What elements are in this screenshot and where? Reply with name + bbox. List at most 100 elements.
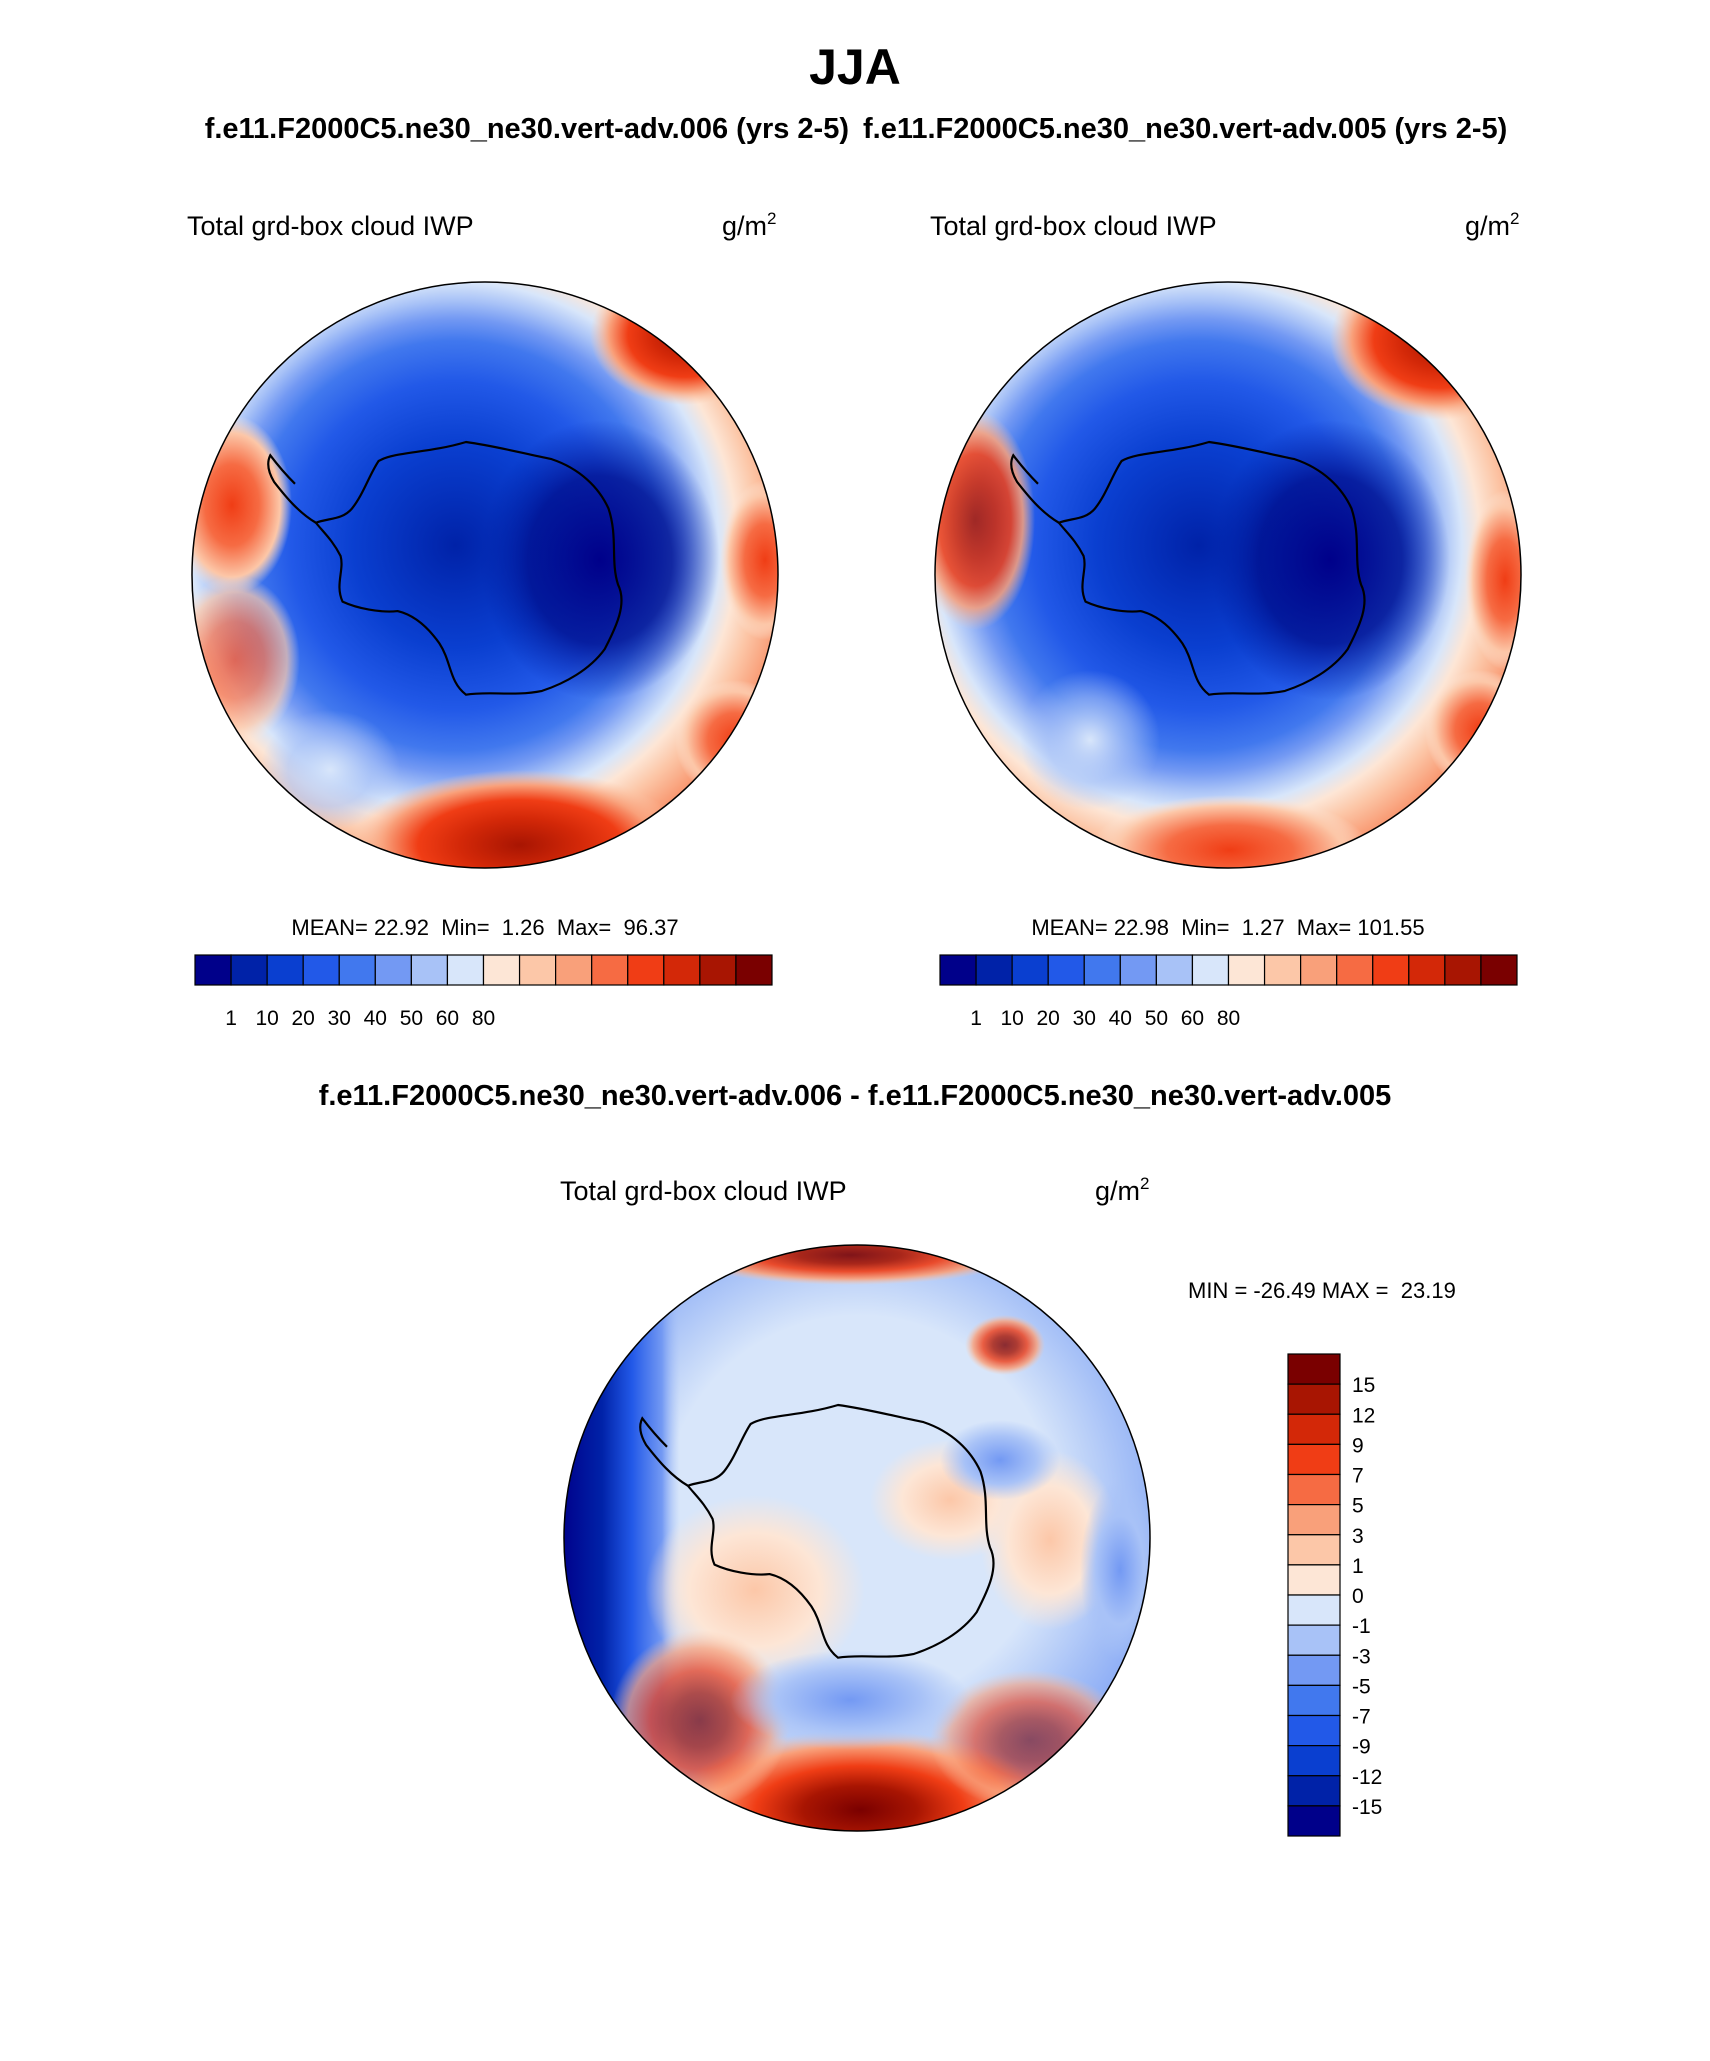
colorbar-swatch	[1047, 954, 1085, 986]
colorbar-swatch	[1287, 1654, 1341, 1686]
polar-map-case-006	[192, 282, 778, 868]
colorbar-swatch	[482, 954, 521, 986]
colorbar-swatch	[1191, 954, 1230, 986]
panel-case-006: Total grd-box cloud IWP g/m2 MEAN= 22.92…	[187, 209, 779, 1030]
colorbar-swatch	[1300, 954, 1338, 986]
colorbar-tick-label: -7	[1352, 1706, 1371, 1729]
colorbar-tick-label: 15	[1352, 1374, 1375, 1397]
map-border	[934, 281, 1522, 869]
colorbar-swatch	[1263, 954, 1302, 986]
colorbar-tick-label: 0	[1352, 1585, 1364, 1608]
colorbar-tick-label: -15	[1352, 1796, 1382, 1819]
map-border	[563, 1244, 1151, 1832]
colorbar-tick-label: 30	[328, 1007, 351, 1030]
colorbar-swatch	[627, 954, 665, 986]
panel-difference: Total grd-box cloud IWP g/m2 MIN = -26.4…	[560, 1174, 1456, 1837]
colorbar-swatch	[1287, 1383, 1341, 1415]
colorbar-swatch	[1287, 1534, 1341, 1566]
colorbar-tick-label: 20	[1037, 1007, 1060, 1030]
colorbar-swatch	[1287, 1624, 1341, 1656]
colorbar-swatch	[1287, 1594, 1341, 1626]
colorbar-swatch	[302, 954, 340, 986]
figure-title: JJA	[809, 39, 901, 95]
colorbar-tick-label: -12	[1352, 1766, 1382, 1789]
colorbar-swatch	[194, 954, 232, 986]
colorbar-tick-label: 1	[1352, 1555, 1364, 1578]
colorbar-swatch	[1287, 1775, 1341, 1807]
colorbar-tick-label: 20	[292, 1007, 315, 1030]
colorbar-swatch	[1287, 1413, 1341, 1445]
colorbar-swatch	[266, 954, 304, 986]
colorbar-swatch	[663, 954, 701, 986]
colorbar-tick-label: 80	[472, 1007, 495, 1030]
colorbar-tick-label: 60	[1181, 1007, 1204, 1030]
colorbar-tick-label: -9	[1352, 1736, 1371, 1759]
variable-label: Total grd-box cloud IWP	[187, 211, 474, 241]
colorbar-tick-label: 5	[1352, 1495, 1364, 1518]
colorbar-swatch	[1155, 954, 1194, 986]
colorbar-swatch	[1372, 954, 1410, 986]
colorbar-swatch	[1480, 954, 1518, 986]
polar-map-difference	[564, 1245, 1150, 1831]
colorbar-swatch	[1287, 1443, 1341, 1476]
colorbar-swatch	[1083, 954, 1121, 986]
colorbar-tick-label: 40	[364, 1007, 387, 1030]
colorbar-tick-label: 1	[970, 1007, 982, 1030]
colorbar-swatch	[338, 954, 376, 986]
colorbar-swatch	[410, 954, 449, 986]
units-label: g/m2	[1465, 209, 1519, 241]
colorbar-swatch	[1336, 954, 1374, 986]
colorbar-swatch	[1444, 954, 1482, 986]
colorbar-swatch	[230, 954, 268, 986]
colorbar-tick-label: 10	[1000, 1007, 1023, 1030]
stats-case-005: MEAN= 22.98 Min= 1.27 Max= 101.55	[1031, 915, 1424, 940]
variable-label: Total grd-box cloud IWP	[560, 1176, 847, 1206]
subtitle-case-006: f.e11.F2000C5.ne30_ne30.vert-adv.006 (yr…	[205, 113, 849, 145]
colorbar-swatch	[735, 954, 773, 986]
colorbar-swatch	[374, 954, 412, 986]
colorbar-tick-label: 30	[1073, 1007, 1096, 1030]
colorbar-swatch	[1287, 1473, 1341, 1506]
colorbar-tick-label: 9	[1352, 1434, 1364, 1457]
polar-map-case-005	[935, 282, 1521, 868]
units-label: g/m2	[722, 209, 776, 241]
colorbar-tick-label: -1	[1352, 1615, 1371, 1638]
variable-label: Total grd-box cloud IWP	[930, 211, 1217, 241]
stats-case-006: MEAN= 22.92 Min= 1.26 Max= 96.37	[291, 915, 678, 940]
colorbar-tick-label: 50	[400, 1007, 423, 1030]
colorbar-tick-label: 1	[225, 1007, 237, 1030]
colorbar-swatch	[1287, 1564, 1341, 1596]
colorbar-case-005: 1 10 20 30 40 50 60 80	[939, 954, 1518, 1030]
colorbar-swatch	[1287, 1805, 1341, 1837]
colorbar-tick-label: 7	[1352, 1465, 1364, 1488]
colorbar-tick-label: 50	[1145, 1007, 1168, 1030]
colorbar-swatch	[975, 954, 1013, 986]
colorbar-tick-label: 80	[1217, 1007, 1240, 1030]
stats-difference: MIN = -26.49 MAX = 23.19	[1188, 1278, 1456, 1303]
panel-case-005: Total grd-box cloud IWP g/m2 MEAN= 22.98…	[930, 209, 1522, 1030]
colorbar-swatch	[1408, 954, 1446, 986]
colorbar-tick-label: -5	[1352, 1675, 1371, 1698]
colorbar-swatch	[518, 954, 557, 986]
colorbar-tick-label: 60	[436, 1007, 459, 1030]
colorbar-swatch	[699, 954, 737, 986]
colorbar-difference: 15 12 9 7 5 3 1 0 -1 -3 -5 -7 -9 -12 -15	[1287, 1353, 1382, 1837]
colorbar-swatch	[1011, 954, 1049, 986]
subtitle-case-005: f.e11.F2000C5.ne30_ne30.vert-adv.005 (yr…	[863, 113, 1507, 145]
map-border	[191, 281, 779, 869]
colorbar-swatch	[591, 954, 629, 986]
colorbar-swatch	[1287, 1714, 1341, 1747]
colorbar-swatch	[1287, 1504, 1341, 1536]
subtitle-difference: f.e11.F2000C5.ne30_ne30.vert-adv.006 - f…	[319, 1080, 1392, 1112]
colorbar-swatch	[446, 954, 485, 986]
colorbar-tick-label: 12	[1352, 1404, 1375, 1427]
colorbar-tick-label: -3	[1352, 1645, 1371, 1668]
units-label: g/m2	[1095, 1174, 1149, 1206]
colorbar-swatch	[1119, 954, 1157, 986]
colorbar-case-006: 1 10 20 30 40 50 60 80	[194, 954, 773, 1030]
colorbar-swatch	[1287, 1745, 1341, 1777]
colorbar-swatch	[939, 954, 977, 986]
colorbar-swatch	[1287, 1353, 1341, 1385]
colorbar-tick-label: 3	[1352, 1525, 1364, 1548]
